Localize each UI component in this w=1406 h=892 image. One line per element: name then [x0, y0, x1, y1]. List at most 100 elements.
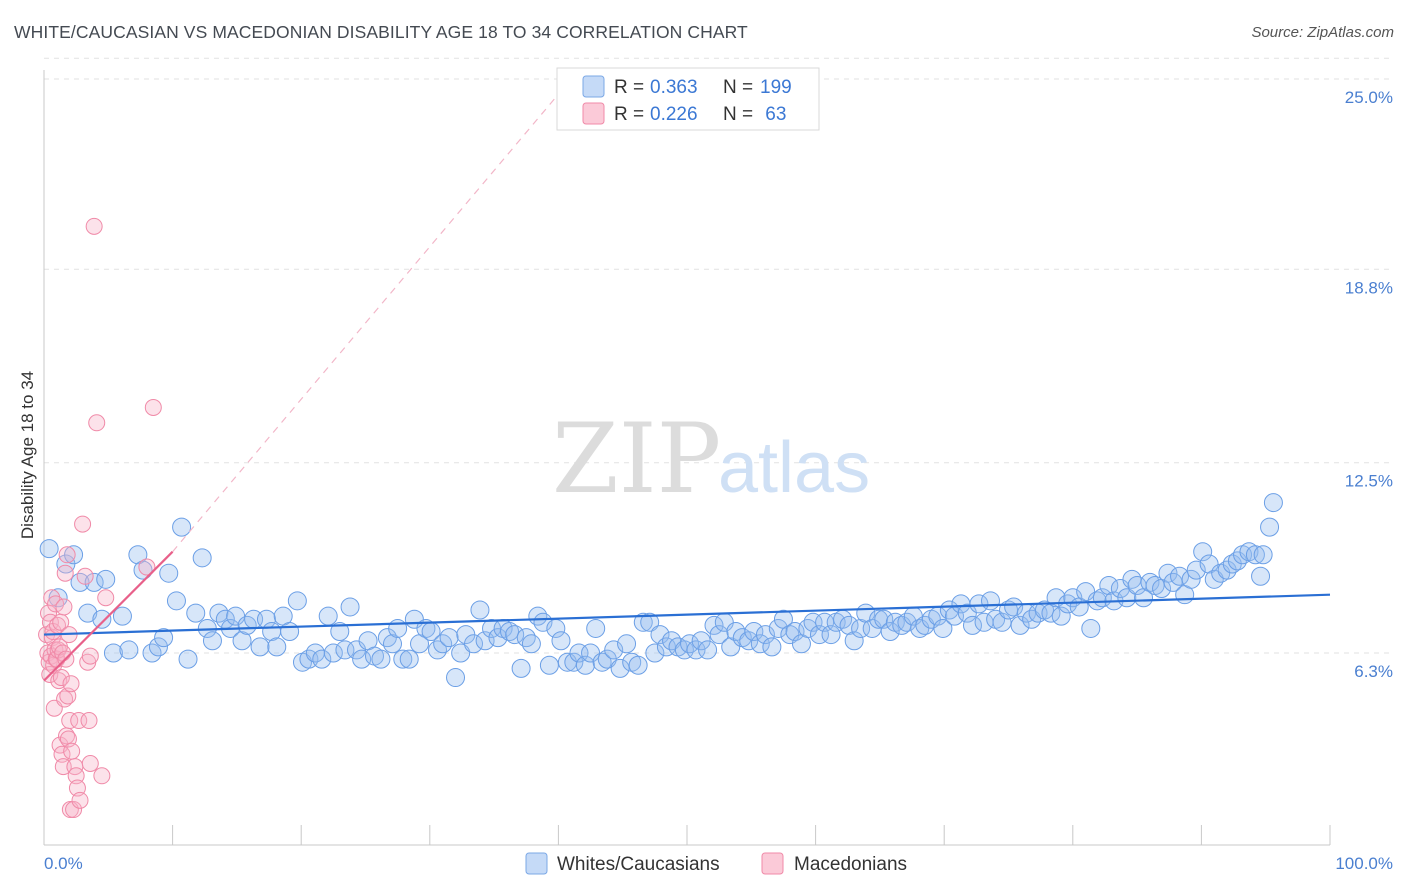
- point-whites-45: [330, 622, 350, 642]
- point-whites-201: [1245, 545, 1265, 565]
- point-whites-65: [446, 668, 466, 688]
- y-tick-label-2: 18.8%: [1345, 278, 1393, 297]
- point-whites-109: [704, 615, 724, 635]
- point-whites-108: [698, 640, 718, 660]
- point-whites-54: [383, 634, 403, 654]
- point-whites-64: [439, 628, 459, 648]
- point-whites-112: [721, 637, 741, 657]
- point-whites-89: [586, 618, 606, 638]
- point-macedonians-27: [56, 690, 74, 708]
- point-whites-101: [656, 637, 676, 657]
- point-whites-186: [1158, 563, 1178, 583]
- legend-swatch-blue: [582, 75, 605, 98]
- point-whites-44: [323, 643, 343, 663]
- point-macedonians-50: [81, 755, 99, 773]
- point-whites-123: [785, 622, 805, 642]
- point-whites-32: [250, 637, 270, 657]
- point-whites-10: [112, 606, 132, 626]
- legend-n-label-2: N =: [723, 104, 753, 125]
- point-whites-72: [488, 628, 508, 648]
- point-whites-129: [821, 625, 841, 645]
- point-whites-87: [575, 655, 595, 675]
- point-macedonians-52: [88, 414, 106, 432]
- point-whites-83: [551, 631, 571, 651]
- point-whites-68: [464, 634, 484, 654]
- point-whites-168: [1051, 606, 1071, 626]
- point-whites-94: [617, 634, 637, 654]
- point-whites-193: [1199, 554, 1219, 574]
- point-macedonians-23: [53, 745, 71, 763]
- bottom-legend-swatch-blue: [525, 852, 548, 875]
- point-whites-29: [232, 631, 252, 651]
- point-macedonians-46: [76, 567, 94, 585]
- y-tick-label-0: 6.3%: [1354, 662, 1393, 681]
- point-whites-98: [640, 612, 660, 632]
- x-tick-max: 100.0%: [1335, 854, 1393, 873]
- point-whites-176: [1099, 575, 1119, 595]
- legend-n-value-1: 199: [760, 77, 792, 98]
- point-whites-7: [92, 609, 112, 629]
- point-whites-190: [1181, 569, 1201, 589]
- point-whites-154: [969, 594, 989, 614]
- legend-n-label-1: N =: [723, 77, 753, 98]
- point-whites-137: [869, 609, 889, 629]
- point-whites-9: [103, 643, 123, 663]
- point-whites-128: [815, 612, 835, 632]
- legend-r-label-1: R =: [614, 77, 644, 98]
- point-whites-35: [267, 637, 287, 657]
- point-macedonians-37: [62, 675, 80, 693]
- watermark: ZIP atlas: [552, 403, 870, 515]
- point-whites-91: [597, 649, 617, 669]
- point-whites-127: [809, 625, 829, 645]
- trend-lines: [43, 78, 1331, 682]
- point-whites-69: [470, 600, 490, 620]
- point-whites-198: [1227, 551, 1247, 571]
- point-whites-57: [399, 649, 419, 669]
- point-whites-19: [172, 517, 192, 537]
- point-whites-66: [451, 643, 471, 663]
- point-whites-179: [1117, 588, 1137, 608]
- point-whites-204: [1260, 517, 1280, 537]
- watermark-atlas: atlas: [718, 428, 870, 508]
- point-whites-16: [154, 628, 174, 648]
- point-whites-152: [957, 603, 977, 623]
- point-macedonians-25: [54, 758, 72, 776]
- point-whites-37: [280, 622, 300, 642]
- point-whites-3: [64, 545, 84, 565]
- point-whites-43: [318, 606, 338, 626]
- point-macedonians-55: [138, 558, 156, 576]
- point-whites-115: [739, 631, 759, 651]
- point-whites-20: [178, 649, 198, 669]
- point-whites-0: [39, 539, 59, 559]
- point-whites-122: [780, 625, 800, 645]
- point-macedonians-38: [63, 742, 81, 760]
- point-whites-107: [691, 631, 711, 651]
- point-macedonians-43: [70, 712, 88, 730]
- point-whites-12: [128, 545, 148, 565]
- legend-r-label-2: R =: [614, 104, 644, 125]
- y-tick-labels: 6.3% 12.5% 18.8% 25.0%: [1345, 88, 1393, 681]
- point-whites-42: [312, 649, 332, 669]
- point-macedonians-41: [67, 767, 85, 785]
- point-whites-6: [84, 572, 104, 592]
- point-whites-161: [1010, 615, 1030, 635]
- trendline-macedonians: [43, 550, 174, 682]
- point-macedonians-31: [58, 546, 76, 564]
- source-label: Source: ZipAtlas.com: [1251, 24, 1394, 41]
- point-whites-46: [335, 640, 355, 660]
- point-whites-86: [569, 643, 589, 663]
- point-whites-71: [482, 618, 502, 638]
- bottom-legend: Whites/Caucasians Macedonians: [525, 852, 907, 875]
- y-axis-label: Disability Age 18 to 34: [18, 371, 37, 539]
- point-whites-88: [581, 643, 601, 663]
- point-whites-148: [933, 618, 953, 638]
- bottom-legend-label-macedonians: Macedonians: [794, 854, 907, 875]
- point-whites-158: [992, 612, 1012, 632]
- point-whites-126: [803, 612, 823, 632]
- point-macedonians-49: [81, 647, 99, 665]
- point-whites-178: [1110, 579, 1130, 599]
- point-whites-205: [1263, 493, 1283, 513]
- point-macedonians-53: [93, 767, 111, 785]
- point-whites-144: [910, 618, 930, 638]
